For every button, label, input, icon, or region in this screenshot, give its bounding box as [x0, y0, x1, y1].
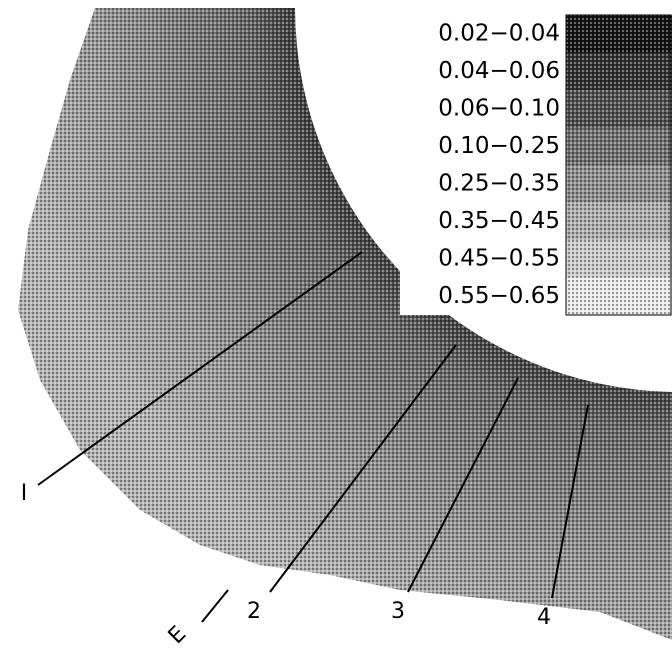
texture: [18, 8, 672, 640]
legend-label: 0.06−0.10: [438, 95, 560, 121]
legend-label: 0.10−0.25: [438, 133, 560, 159]
legend-texture: [566, 15, 672, 53]
legend-texture: [566, 240, 672, 278]
legend-texture: [566, 52, 672, 90]
label-1: I: [21, 481, 28, 506]
legend-label: 0.25−0.35: [438, 170, 560, 196]
legend-texture: [566, 90, 672, 128]
legend-texture: [566, 202, 672, 240]
line-4: [551, 404, 589, 599]
label-3: 3: [391, 599, 405, 624]
legend-label: 0.04−0.06: [438, 58, 560, 84]
legend-texture: [566, 165, 672, 203]
line-3: [407, 377, 519, 593]
lines: [37, 251, 589, 623]
label-4: 4: [537, 605, 551, 630]
map: [18, 8, 672, 640]
legend-border: [565, 14, 672, 316]
legend-label: 0.55−0.65: [438, 283, 560, 309]
legend-texture: [566, 127, 672, 165]
line-2: [269, 344, 457, 593]
label-edge: E: [164, 622, 192, 650]
legend-texture: [566, 277, 672, 315]
edge-line: [201, 589, 229, 623]
legend: 0.02−0.04 0.04−0.06 0.06−0.10 0.10−0.25 0.25…: [400, 14, 672, 316]
legend-label: 0.02−0.04: [438, 20, 560, 46]
label-2: 2: [247, 599, 261, 624]
legend-label: 0.35−0.45: [438, 208, 560, 234]
legend-label: 0.45−0.55: [438, 245, 560, 271]
line-1: [37, 251, 363, 486]
